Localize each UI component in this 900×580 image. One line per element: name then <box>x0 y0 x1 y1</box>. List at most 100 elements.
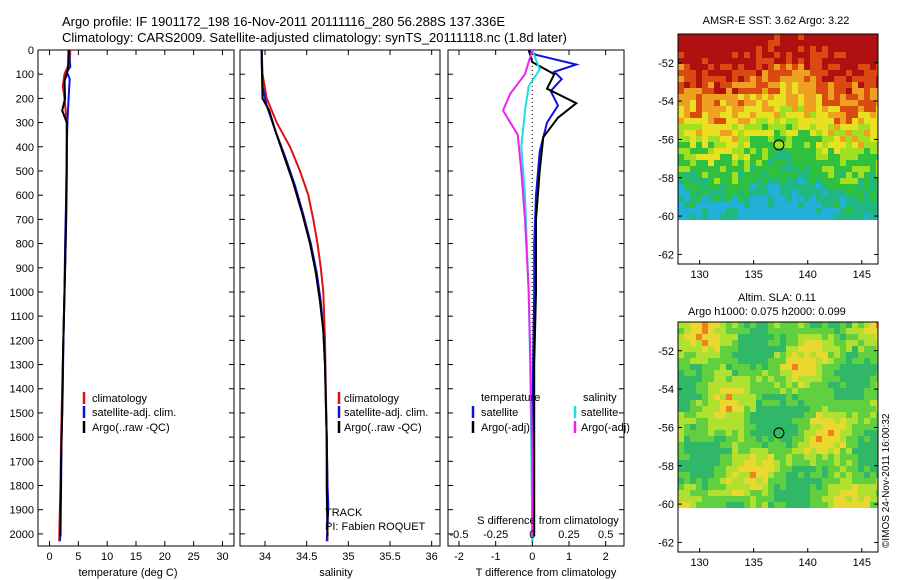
legend-satellite: satellite-adj. clim. <box>92 407 176 419</box>
map-cell <box>696 154 702 160</box>
map-cell <box>816 394 822 400</box>
map-cell <box>702 70 708 76</box>
map-cell <box>864 34 870 40</box>
map-cell <box>762 70 768 76</box>
map-cell <box>846 196 852 202</box>
map-cell <box>702 430 708 436</box>
map-cell <box>774 412 780 418</box>
map-cell <box>756 388 762 394</box>
map-cell <box>780 34 786 40</box>
map-cell <box>768 52 774 58</box>
map-cell <box>780 202 786 208</box>
map-cell <box>804 472 810 478</box>
map-cell <box>768 64 774 70</box>
map-cell <box>774 82 780 88</box>
map-cell <box>720 196 726 202</box>
map-cell <box>762 358 768 364</box>
map-cell <box>852 40 858 46</box>
map-cell <box>690 178 696 184</box>
map-cell <box>870 496 876 502</box>
map-cell <box>798 334 804 340</box>
map-cell <box>828 340 834 346</box>
map-cell <box>750 364 756 370</box>
map-cell <box>870 148 876 154</box>
map-cell <box>864 328 870 334</box>
map-cell <box>828 178 834 184</box>
map-cell <box>738 82 744 88</box>
map-cell <box>852 124 858 130</box>
map-cell <box>756 142 762 148</box>
map-cell <box>786 76 792 82</box>
map-cell <box>774 496 780 502</box>
map-cell <box>792 124 798 130</box>
map-cell <box>864 460 870 466</box>
map-cell <box>786 400 792 406</box>
map-cell <box>702 388 708 394</box>
map-cell <box>744 214 750 220</box>
map-cell <box>852 184 858 190</box>
map-cell <box>816 214 822 220</box>
map-cell <box>774 112 780 118</box>
map-cell <box>762 436 768 442</box>
map-cell <box>678 82 684 88</box>
map-cell <box>726 490 732 496</box>
map-cell <box>858 502 864 508</box>
map-cell <box>870 214 876 220</box>
map-cell <box>816 142 822 148</box>
map-cell <box>702 58 708 64</box>
map-cell <box>834 460 840 466</box>
map-cell <box>852 430 858 436</box>
map-cell <box>810 472 816 478</box>
map-cell <box>816 64 822 70</box>
map-cell <box>780 484 786 490</box>
map-cell <box>690 106 696 112</box>
map-cell <box>774 364 780 370</box>
map-cell <box>678 412 684 418</box>
map-cell <box>780 334 786 340</box>
map-cell <box>744 76 750 82</box>
map-cell <box>804 100 810 106</box>
map-cell <box>738 442 744 448</box>
map-cell <box>852 328 858 334</box>
map-cell <box>756 214 762 220</box>
depth-tick-label: 1500 <box>10 408 34 420</box>
map-cell <box>864 370 870 376</box>
map-cell <box>852 136 858 142</box>
map-cell <box>840 340 846 346</box>
map-cell <box>810 346 816 352</box>
map-cell <box>810 160 816 166</box>
map-cell <box>864 478 870 484</box>
map-cell <box>690 34 696 40</box>
map-cell <box>708 340 714 346</box>
map-cell <box>846 88 852 94</box>
map-cell <box>696 430 702 436</box>
map-cell <box>708 418 714 424</box>
map-cell <box>738 148 744 154</box>
x-tick-label: 36 <box>426 551 438 563</box>
map-cell <box>690 478 696 484</box>
map-cell <box>720 184 726 190</box>
map-cell <box>744 64 750 70</box>
map-cell <box>798 82 804 88</box>
map-cell <box>750 136 756 142</box>
map-cell <box>804 460 810 466</box>
map-cell <box>690 40 696 46</box>
map-cell <box>786 154 792 160</box>
map-cell <box>864 118 870 124</box>
map-cell <box>846 472 852 478</box>
map-cell <box>834 172 840 178</box>
map-cell <box>798 370 804 376</box>
map-cell <box>744 466 750 472</box>
map-cell <box>762 334 768 340</box>
map-cell <box>726 322 732 328</box>
map-cell <box>852 502 858 508</box>
map-cell <box>720 430 726 436</box>
map-cell <box>864 502 870 508</box>
map-cell <box>852 376 858 382</box>
map-cell <box>762 424 768 430</box>
map-cell <box>828 46 834 52</box>
map-cell <box>738 196 744 202</box>
map-cell <box>816 460 822 466</box>
map-cell <box>780 454 786 460</box>
map-cell <box>816 52 822 58</box>
